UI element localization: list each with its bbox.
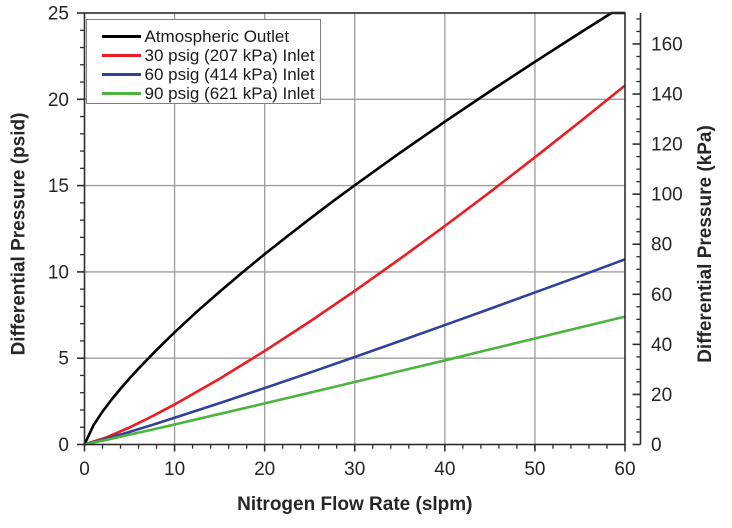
y-right-tick-label-80: 80 <box>651 235 672 256</box>
legend-item-1: 30 psig (207 kPa) Inlet <box>87 46 320 65</box>
legend-label-1: 30 psig (207 kPa) Inlet <box>144 45 315 65</box>
y-right-tick-label-20: 20 <box>651 385 672 406</box>
legend-line-sample-3 <box>101 92 141 96</box>
y-right-tick-label-140: 140 <box>651 85 683 106</box>
x-tick-label-30: 30 <box>344 459 365 480</box>
legend-box: Atmospheric Outlet 30 psig (207 kPa) Inle… <box>86 19 321 104</box>
y-right-tick-label-40: 40 <box>651 335 672 356</box>
y-left-tick-label-15: 15 <box>48 176 69 197</box>
y-left-tick-label-25: 25 <box>48 4 69 25</box>
legend-label-0: Atmospheric Outlet <box>144 26 290 46</box>
legend-item-2: 60 psig (414 kPa) Inlet <box>87 65 320 84</box>
y-right-tick-label-160: 160 <box>651 34 683 55</box>
legend-line-sample-0 <box>101 35 141 38</box>
y-left-tick-label-20: 20 <box>48 90 69 111</box>
y-left-tick-label-5: 5 <box>58 349 69 370</box>
x-tick-label-50: 50 <box>524 459 545 480</box>
y-left-tick-label-10: 10 <box>48 262 69 283</box>
legend-line-sample-1 <box>101 54 141 58</box>
series-curves <box>83 11 626 446</box>
y-left-tick-label-0: 0 <box>58 435 69 456</box>
y-right-tick-label-100: 100 <box>651 185 683 206</box>
y-left-axis-title: Differential Pressure (psid) <box>9 113 30 356</box>
x-tick-label-0: 0 <box>79 459 90 480</box>
x-tick-label-20: 20 <box>254 459 275 480</box>
y-right-tick-label-60: 60 <box>651 285 672 306</box>
x-axis-title: Nitrogen Flow Rate (slpm) <box>237 494 472 515</box>
y-right-tick-label-0: 0 <box>651 435 662 456</box>
series-line-0 <box>83 11 625 446</box>
x-tick-label-40: 40 <box>434 459 455 480</box>
y-right-tick-label-120: 120 <box>651 135 683 156</box>
series-line-3 <box>84 315 626 446</box>
legend-item-3: 90 psig (621 kPa) Inlet <box>87 84 320 103</box>
x-tick-label-10: 10 <box>164 459 185 480</box>
legend-item-0: Atmospheric Outlet <box>87 27 320 46</box>
legend-label-3: 90 psig (621 kPa) Inlet <box>144 83 315 103</box>
series-line-2 <box>84 258 626 446</box>
series-line-1 <box>84 84 626 446</box>
y-right-axis-title: Differential Pressure (kPa) <box>695 125 716 363</box>
ticks <box>77 12 641 452</box>
x-tick-label-60: 60 <box>614 459 635 480</box>
legend-label-2: 60 psig (414 kPa) Inlet <box>144 64 315 84</box>
legend-line-sample-2 <box>101 73 141 77</box>
